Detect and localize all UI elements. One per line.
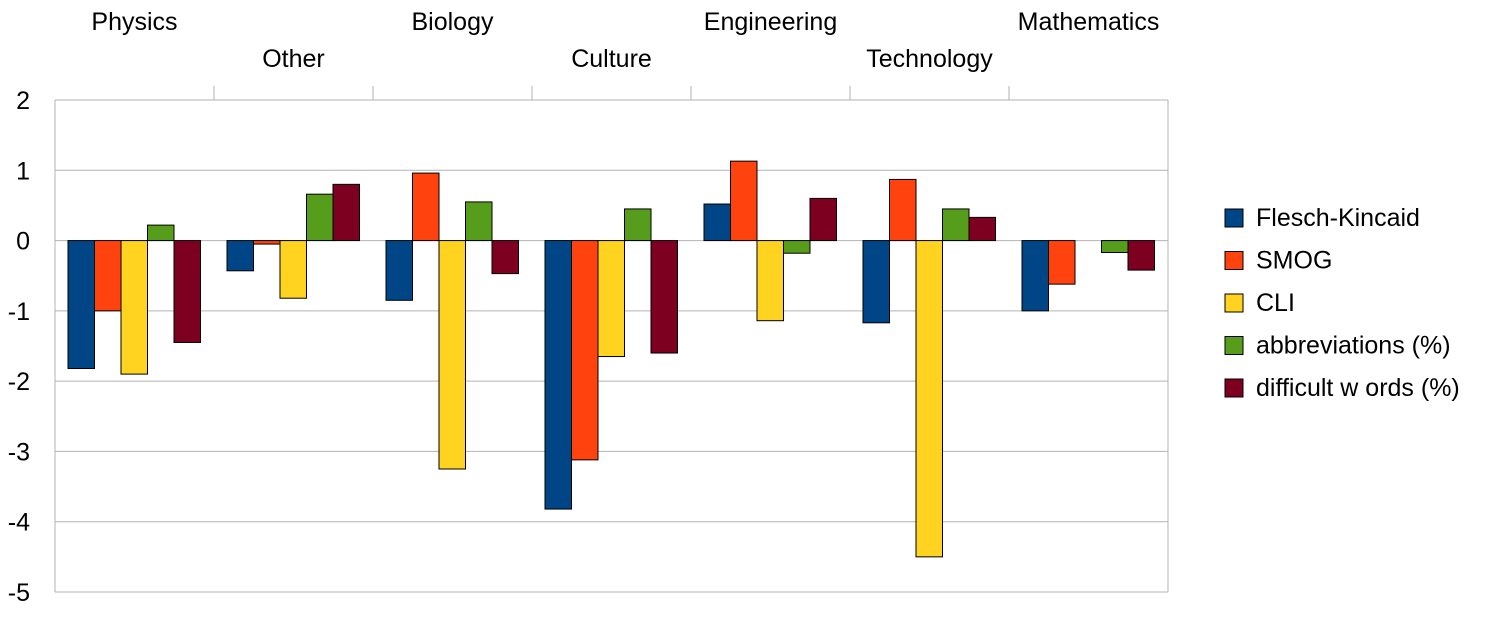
bar-smog-technology	[889, 178, 917, 242]
bar-smog-culture	[571, 240, 599, 461]
legend-label: Flesch-Kincaid	[1256, 204, 1420, 232]
bar-abbreviations--other	[306, 193, 334, 242]
bar-difficult-w-ords--engineering	[809, 197, 837, 242]
y-tick-label: -1	[8, 298, 30, 326]
legend-swatch	[1224, 336, 1244, 355]
bar-abbreviations--engineering	[783, 240, 811, 254]
bar-cli-physics	[120, 240, 148, 375]
category-label: Physics	[91, 8, 177, 36]
bar-cli-culture	[597, 240, 625, 358]
axes: 2 1 0 -1 -2 -3 -4 -5	[8, 86, 1169, 607]
legend-swatch	[1224, 293, 1244, 313]
legend-label: SMOG	[1256, 247, 1332, 275]
bar-smog-other	[253, 240, 281, 245]
bar-difficult-w-ords--technology	[968, 216, 996, 242]
y-tick-label: -2	[8, 368, 30, 396]
bar-flesch-kincaid-technology	[862, 240, 890, 324]
legend-label: difficult w ords (%)	[1256, 374, 1460, 402]
bars	[67, 160, 1155, 558]
bar-cli-other	[279, 240, 307, 299]
y-tick-label: 2	[16, 87, 30, 115]
legend-label: abbreviations (%)	[1256, 332, 1451, 360]
category-label: Technology	[866, 45, 993, 73]
bar-cli-biology	[438, 240, 466, 470]
bar-cli-technology	[915, 240, 943, 558]
y-tick-label: -4	[8, 509, 30, 537]
bar-flesch-kincaid-biology	[385, 240, 413, 301]
bar-difficult-w-ords--physics	[173, 240, 201, 343]
category-labels: Physics Other Biology Culture Engineering Tec…	[91, 8, 1159, 73]
bar-flesch-kincaid-other	[226, 240, 254, 272]
legend: Flesch-Kincaid SMOG CLI abbreviations (%) di…	[1224, 204, 1460, 402]
bar-abbreviations--physics	[147, 224, 175, 242]
category-label: Biology	[412, 8, 494, 36]
bar-difficult-w-ords--mathematics	[1127, 240, 1155, 271]
bar-flesch-kincaid-culture	[544, 240, 572, 510]
bar-abbreviations--technology	[942, 208, 970, 242]
category-label: Other	[262, 45, 325, 73]
bar-difficult-w-ords--other	[332, 183, 360, 242]
bar-flesch-kincaid-physics	[67, 240, 95, 369]
bar-abbreviations--biology	[465, 201, 493, 242]
bar-smog-biology	[412, 172, 440, 242]
y-tick-label: -3	[8, 438, 30, 466]
category-label: Mathematics	[1018, 8, 1160, 36]
bar-flesch-kincaid-mathematics	[1021, 240, 1049, 312]
category-label: Culture	[571, 45, 652, 73]
bar-flesch-kincaid-engineering	[703, 203, 731, 242]
bar-cli-engineering	[756, 240, 784, 322]
bar-difficult-w-ords--biology	[491, 240, 519, 275]
legend-swatch	[1224, 378, 1244, 398]
category-label: Engineering	[704, 8, 837, 36]
bar-abbreviations--culture	[624, 208, 652, 242]
bar-smog-mathematics	[1048, 240, 1076, 285]
bar-difficult-w-ords--culture	[650, 240, 678, 354]
bar-abbreviations--mathematics	[1101, 240, 1129, 254]
y-tick-label: 1	[16, 157, 30, 185]
bar-smog-engineering	[730, 160, 758, 242]
y-tick-label: -5	[8, 579, 30, 607]
legend-label: CLI	[1256, 289, 1295, 317]
legend-swatch	[1224, 251, 1244, 270]
y-tick-label: 0	[16, 228, 30, 256]
bar-smog-physics	[94, 240, 122, 312]
legend-swatch	[1224, 208, 1244, 228]
